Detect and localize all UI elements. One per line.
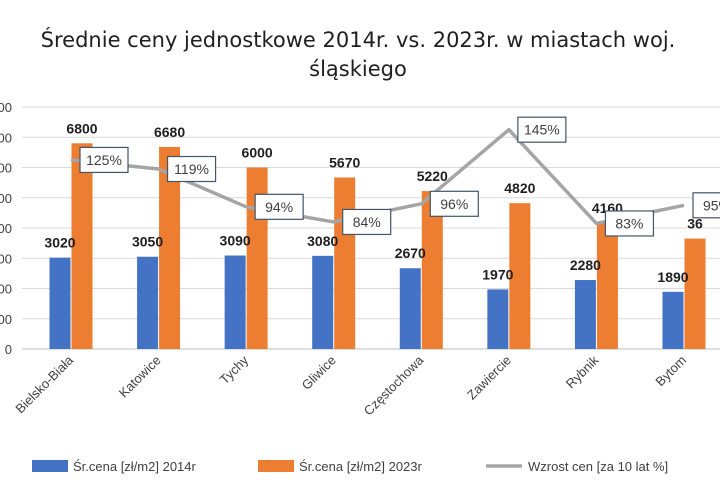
- growth-label-box: [166, 155, 217, 183]
- value-label-2014-tychy: 3090: [220, 233, 251, 249]
- value-label-2014-katowice: 3050: [132, 234, 163, 250]
- value-label-2014-rybnik: 2280: [570, 257, 601, 273]
- legend-swatch: [258, 460, 294, 472]
- value-label-2023-bytom: 36: [687, 216, 703, 232]
- growth-label-box: [429, 190, 479, 217]
- growth-label-text: 83%: [615, 215, 643, 231]
- legend-item-2014: Śr.cena [zł/m2] 2014r: [32, 459, 197, 474]
- growth-label-text: 145%: [524, 122, 560, 138]
- bar-2023-gliwice: [334, 177, 356, 349]
- value-label-2023-katowice: 6680: [154, 124, 185, 140]
- x-tick-label-tychy: Tychy: [217, 352, 252, 387]
- bar-2023-rybnik: [596, 223, 618, 349]
- growth-label-bielsko-biala: 125%: [79, 146, 129, 174]
- legend-label: Wzrost cen [za 10 lat %]: [528, 459, 668, 474]
- bar-2023-bytom: [684, 238, 706, 349]
- bar-2014-gliwice: [312, 255, 334, 349]
- bar-2014-bytom: [662, 291, 684, 349]
- x-axis-ticks: Bielsko-Biała Katowice Tychy Gliwice Częstoc…: [12, 352, 689, 418]
- chart-title-line-1: Średnie ceny jednostkowe 2014r. vs. 2023…: [41, 27, 676, 52]
- value-label-2023-gliwice: 5670: [329, 154, 360, 170]
- value-label-2014-gliwice: 3080: [307, 233, 338, 249]
- growth-label-rybnik: 83%: [604, 210, 655, 237]
- y-tick-label: 4000: [0, 221, 12, 236]
- legend-item-growth: Wzrost cen [za 10 lat %]: [486, 459, 668, 474]
- growth-label-text: 119%: [174, 161, 209, 177]
- bars: [49, 143, 706, 349]
- growth-label-text: 96%: [440, 196, 468, 212]
- bar-2014-bielsko-biala: [49, 257, 71, 349]
- bar-2023-bielsko-biala: [71, 143, 93, 349]
- legend-swatch: [32, 460, 68, 472]
- bar-2014-zawiercie: [487, 289, 509, 349]
- bar-2023-czestochowa: [421, 191, 443, 349]
- legend-item-2023: Śr.cena [zł/m2] 2023r: [258, 459, 423, 474]
- y-tick-label: 3000: [0, 251, 12, 266]
- y-tick-label: 2000: [0, 282, 12, 297]
- growth-label-text: 95%: [703, 197, 720, 213]
- x-tick-label-katowice: Katowice: [116, 353, 164, 401]
- y-tick-label: 5000: [0, 191, 12, 206]
- growth-label-katowice: 119%: [166, 155, 217, 183]
- y-tick-label: 7000: [0, 130, 12, 145]
- bar-2023-katowice: [159, 146, 181, 349]
- x-tick-label-gliwice: Gliwice: [299, 353, 339, 393]
- value-label-2023-tychy: 6000: [242, 145, 273, 161]
- growth-label-box: [692, 192, 720, 219]
- growth-label-text: 125%: [86, 152, 122, 168]
- value-label-2023-czestochowa: 5220: [417, 168, 448, 184]
- value-label-2023-zawiercie: 4820: [504, 180, 535, 196]
- x-tick-label-bytom: Bytom: [652, 353, 689, 390]
- x-tick-label-bielsko-biala: Bielsko-Biała: [12, 352, 76, 416]
- growth-label-box: [254, 193, 304, 220]
- growth-label-box: [342, 208, 392, 236]
- growth-label-tychy: 94%: [254, 193, 304, 220]
- value-label-2014-zawiercie: 1970: [482, 266, 513, 282]
- growth-label-text: 94%: [265, 199, 293, 215]
- value-label-2014-bielsko-biala: 3020: [44, 235, 75, 251]
- growth-label-box: [79, 146, 129, 174]
- chart-title-line-2: śląskiego: [309, 57, 407, 81]
- bar-2014-tychy: [224, 255, 246, 349]
- growth-label-gliwice: 84%: [342, 208, 392, 236]
- growth-label-text: 84%: [353, 214, 381, 230]
- data-labels: 3020 3050 3090 3080 2670 1970 2280 1890 6800 6680…: [44, 116, 720, 285]
- y-tick-label: 0: [5, 342, 12, 357]
- value-label-2023-bielsko-biala: 6800: [66, 120, 97, 136]
- value-label-2014-czestochowa: 2670: [395, 245, 426, 261]
- y-tick-label: 6000: [0, 161, 12, 176]
- growth-label-box: [517, 116, 567, 143]
- bar-2014-czestochowa: [399, 268, 421, 349]
- x-tick-label-rybnik: Rybnik: [563, 352, 602, 391]
- value-label-2014-bytom: 1890: [657, 269, 688, 285]
- y-tick-label: 1000: [0, 312, 12, 327]
- x-tick-label-czestochowa: Częstochowa: [361, 352, 427, 418]
- growth-label-bytom: 95%: [692, 192, 720, 219]
- bar-2014-rybnik: [574, 280, 596, 349]
- legend-label: Śr.cena [zł/m2] 2014r: [73, 459, 197, 474]
- growth-label-czestochowa: 96%: [429, 190, 479, 217]
- y-tick-label: 8000: [0, 100, 12, 115]
- growth-label-box: [604, 210, 655, 237]
- legend-label: Śr.cena [zł/m2] 2023r: [299, 459, 423, 474]
- legend: Śr.cena [zł/m2] 2014r Śr.cena [zł/m2] 202…: [32, 459, 668, 474]
- bar-2023-zawiercie: [509, 203, 531, 349]
- x-tick-label-zawiercie: Zawiercie: [464, 353, 514, 403]
- y-axis-ticks: 0 1000 2000 3000 4000 5000 6000 7000 8000: [0, 100, 12, 357]
- growth-label-zawiercie: 145%: [517, 116, 567, 143]
- bar-2014-katowice: [137, 256, 159, 349]
